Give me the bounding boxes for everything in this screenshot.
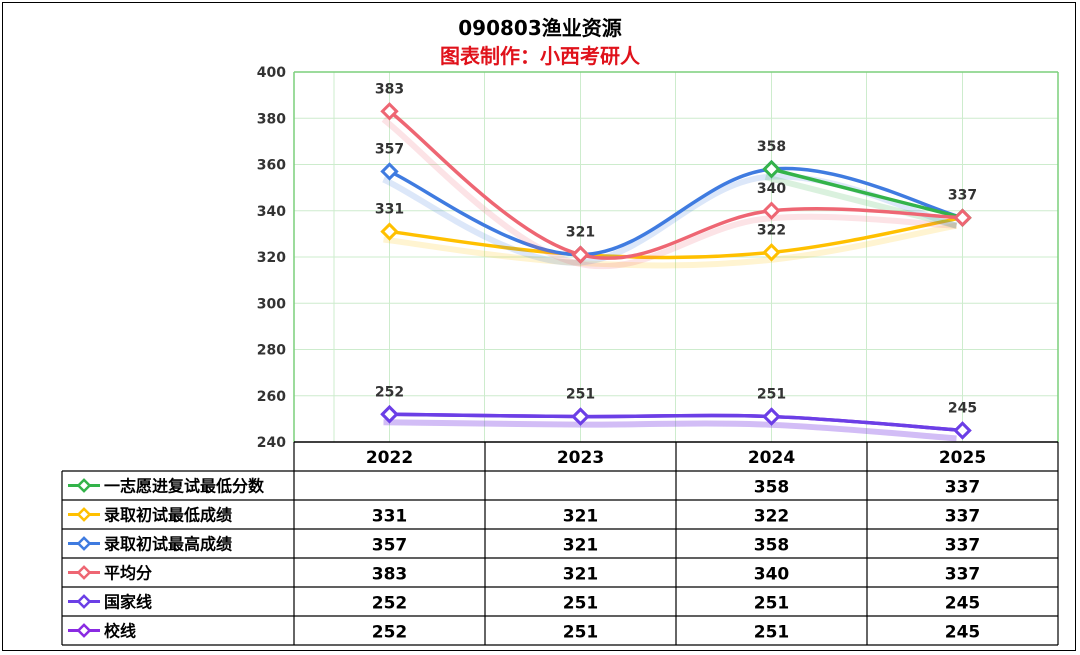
legend-series-name: 录取初试最高成绩 (104, 535, 232, 554)
data-marker (762, 201, 781, 220)
legend-series-name: 校线 (104, 622, 136, 641)
data-marker (762, 243, 781, 262)
data-label: 252 (375, 384, 404, 400)
data-label: 331 (375, 202, 404, 218)
legend-key-marker (76, 623, 92, 638)
table-value-cell: 337 (945, 507, 981, 527)
y-tick-label: 240 (257, 435, 286, 451)
series-line-4 (387, 412, 965, 433)
legend-series-name: 平均分 (104, 564, 152, 583)
table-header-cell: 2022 (366, 448, 413, 468)
table-value-cell: 252 (372, 623, 408, 643)
table-value-cell: 322 (754, 507, 790, 527)
table-value-cell: 251 (563, 594, 599, 614)
legend-key-marker (76, 536, 92, 551)
table-value-cell: 383 (372, 565, 408, 585)
data-marker (953, 208, 972, 227)
table-value-cell: 321 (563, 507, 599, 527)
data-marker (380, 405, 399, 424)
table-value-cell: 245 (945, 623, 981, 643)
table-value-cell: 357 (372, 536, 408, 556)
series-shadow-0 (764, 174, 958, 229)
table-value-cell: 340 (754, 565, 790, 585)
table-value-cell: 321 (563, 536, 599, 556)
table-value-cell: 331 (372, 507, 408, 527)
legend-key-marker (76, 594, 92, 609)
y-tick-label: 320 (257, 250, 286, 266)
legend-series-name: 录取初试最低成绩 (104, 506, 232, 525)
series-line-1 (387, 215, 965, 260)
data-marker (571, 245, 590, 264)
data-label: 321 (566, 225, 595, 241)
table-value-cell: 337 (945, 536, 981, 556)
legend-key-marker (76, 507, 92, 522)
data-label: 340 (757, 181, 786, 197)
series-shadow-4 (383, 419, 957, 442)
series-line-2 (387, 166, 965, 257)
legend-series-name: 国家线 (104, 593, 152, 612)
data-marker (953, 421, 972, 440)
series-line-3 (387, 109, 965, 260)
data-marker (380, 222, 399, 241)
data-marker (571, 407, 590, 426)
y-tick-label: 300 (257, 296, 286, 312)
data-marker (762, 159, 781, 179)
series-shadow-3 (381, 116, 957, 270)
y-tick-label: 400 (257, 65, 286, 81)
chart-subtitle: 图表制作：小西考研人 (440, 44, 640, 68)
data-marker (762, 407, 781, 426)
series-line-0 (769, 167, 965, 220)
y-tick-label: 360 (257, 158, 286, 174)
data-label: 337 (948, 188, 977, 204)
table-value-cell: 245 (945, 594, 981, 614)
data-marker (380, 162, 399, 181)
y-tick-label: 260 (257, 389, 286, 405)
data-label: 251 (566, 387, 595, 403)
data-label: 251 (757, 387, 786, 403)
table-value-cell: 252 (372, 594, 408, 614)
data-label: 357 (375, 141, 404, 157)
table-value-cell: 358 (754, 536, 790, 556)
series-shadow-5 (383, 419, 957, 442)
table-value-cell: 251 (754, 594, 790, 614)
series-shadow-1 (383, 222, 958, 269)
data-label: 245 (948, 400, 977, 416)
legend-series-name: 一志愿进复试最低分数 (104, 477, 265, 496)
table-value-cell: 358 (754, 478, 790, 498)
y-tick-label: 340 (257, 204, 286, 220)
y-tick-label: 280 (257, 343, 286, 359)
y-tick-label: 380 (257, 111, 286, 127)
legend-key-marker (76, 565, 92, 580)
data-label: 383 (375, 81, 404, 97)
legend-key-marker (76, 478, 92, 493)
table-value-cell: 251 (754, 623, 790, 643)
table-value-cell: 321 (563, 565, 599, 585)
table-header-cell: 2024 (748, 448, 795, 468)
table-header-cell: 2023 (557, 448, 604, 468)
data-label: 322 (757, 222, 786, 238)
table-value-cell: 337 (945, 565, 981, 585)
data-label: 358 (757, 139, 786, 155)
table-header-cell: 2025 (939, 448, 986, 468)
data-marker (380, 102, 399, 121)
chart-title: 090803渔业资源 (458, 16, 622, 40)
table-value-cell: 251 (563, 623, 599, 643)
table-value-cell: 337 (945, 478, 981, 498)
